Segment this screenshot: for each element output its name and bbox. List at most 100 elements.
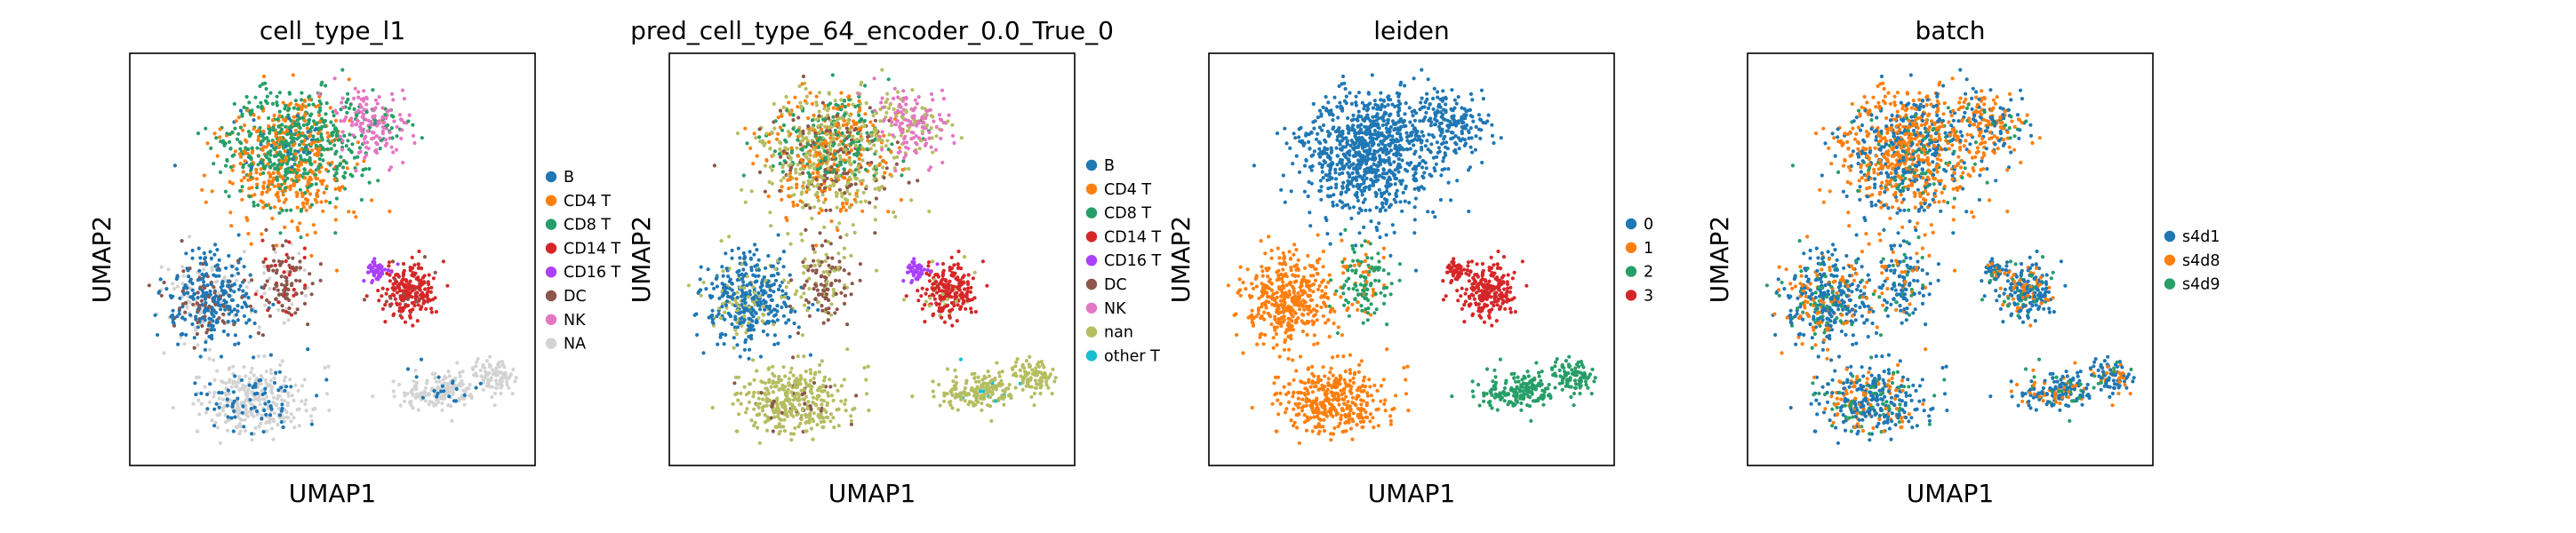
- cell-point: [204, 330, 209, 335]
- cell-point: [757, 294, 762, 298]
- cell-point: [272, 259, 276, 263]
- cell-point: [741, 274, 747, 278]
- cell-point: [715, 284, 720, 289]
- cell-point: [242, 149, 246, 154]
- cell-point: [748, 250, 752, 254]
- cell-point: [931, 389, 935, 394]
- cell-point: [803, 402, 807, 406]
- cell-point: [742, 256, 748, 260]
- cell-point: [942, 394, 947, 398]
- cell-point: [780, 165, 785, 170]
- cell-point: [230, 264, 235, 269]
- cell-point: [814, 177, 819, 181]
- cell-point: [327, 408, 332, 413]
- cell-point: [223, 420, 228, 425]
- cell-point: [798, 167, 803, 171]
- cell-point: [736, 398, 740, 402]
- cell-point: [803, 99, 808, 103]
- cell-point: [739, 391, 743, 395]
- cell-point: [814, 268, 819, 273]
- cell-point: [254, 409, 260, 414]
- cell-point: [849, 253, 853, 258]
- y-axis-label: UMAP2: [87, 216, 116, 304]
- cell-point: [813, 297, 818, 301]
- cell-point: [770, 130, 774, 134]
- cell-point: [147, 283, 151, 288]
- cell-point: [836, 174, 842, 179]
- cell-point: [272, 411, 276, 416]
- cell-point: [956, 249, 961, 254]
- cell-point: [416, 408, 420, 412]
- cell-point: [333, 205, 338, 210]
- cell-point: [227, 367, 231, 371]
- cell-point: [813, 134, 818, 139]
- cell-point: [811, 302, 815, 306]
- cell-point: [190, 322, 195, 327]
- cell-point: [884, 161, 888, 165]
- cell-point: [384, 141, 389, 146]
- cell-point: [224, 266, 228, 270]
- cell-point: [856, 103, 860, 107]
- cell-point: [193, 291, 197, 296]
- cell-point: [941, 120, 946, 125]
- cell-point: [937, 306, 942, 310]
- cell-point: [284, 385, 289, 389]
- cell-point: [920, 115, 924, 119]
- cell-point: [303, 402, 308, 406]
- cell-point: [818, 362, 822, 367]
- cell-point: [873, 118, 878, 123]
- cell-point: [247, 100, 252, 105]
- cell-point: [388, 168, 392, 172]
- cell-point: [194, 375, 199, 379]
- cell-point: [735, 131, 740, 136]
- cell-point: [283, 289, 287, 293]
- cell-point: [874, 171, 878, 175]
- cell-point: [852, 230, 857, 235]
- cell-point: [367, 167, 372, 171]
- cell-point: [820, 402, 824, 407]
- cell-point: [873, 187, 877, 191]
- cell-point: [859, 126, 863, 131]
- cell-point: [227, 279, 231, 283]
- cell-point: [812, 376, 816, 380]
- cell-point: [427, 273, 431, 277]
- cell-point: [401, 308, 405, 313]
- cell-point: [263, 303, 268, 307]
- cell-point: [791, 118, 796, 123]
- cell-point: [772, 415, 777, 419]
- cell-point: [751, 162, 756, 166]
- cell-point: [828, 419, 833, 424]
- cell-point: [950, 133, 956, 138]
- cell-point: [922, 126, 926, 131]
- cell-point: [886, 210, 891, 214]
- cell-point: [822, 225, 827, 229]
- cell-point: [277, 259, 282, 264]
- cell-point: [804, 298, 809, 302]
- cell-point: [780, 383, 785, 387]
- cell-point: [296, 388, 300, 393]
- cell-point: [240, 410, 244, 415]
- cell-point: [238, 283, 243, 288]
- cell-point: [807, 152, 812, 156]
- cell-point: [755, 369, 759, 373]
- cell-point: [256, 354, 260, 359]
- cell-point: [828, 129, 832, 133]
- cell-point: [751, 297, 756, 301]
- cell-point: [432, 388, 436, 394]
- cell-point: [421, 301, 426, 306]
- cell-point: [422, 255, 428, 259]
- cell-point: [320, 181, 324, 187]
- cell-point: [823, 117, 828, 122]
- cell-point: [299, 147, 303, 152]
- cell-point: [287, 91, 292, 95]
- cell-point: [297, 424, 301, 428]
- cell-point: [416, 262, 420, 266]
- cell-point: [266, 264, 270, 268]
- cell-point: [300, 202, 306, 206]
- cell-point: [286, 394, 291, 398]
- cell-point: [770, 404, 774, 409]
- cell-point: [275, 403, 279, 408]
- cell-point: [814, 94, 819, 99]
- cell-point: [266, 406, 270, 410]
- cell-point: [275, 94, 279, 99]
